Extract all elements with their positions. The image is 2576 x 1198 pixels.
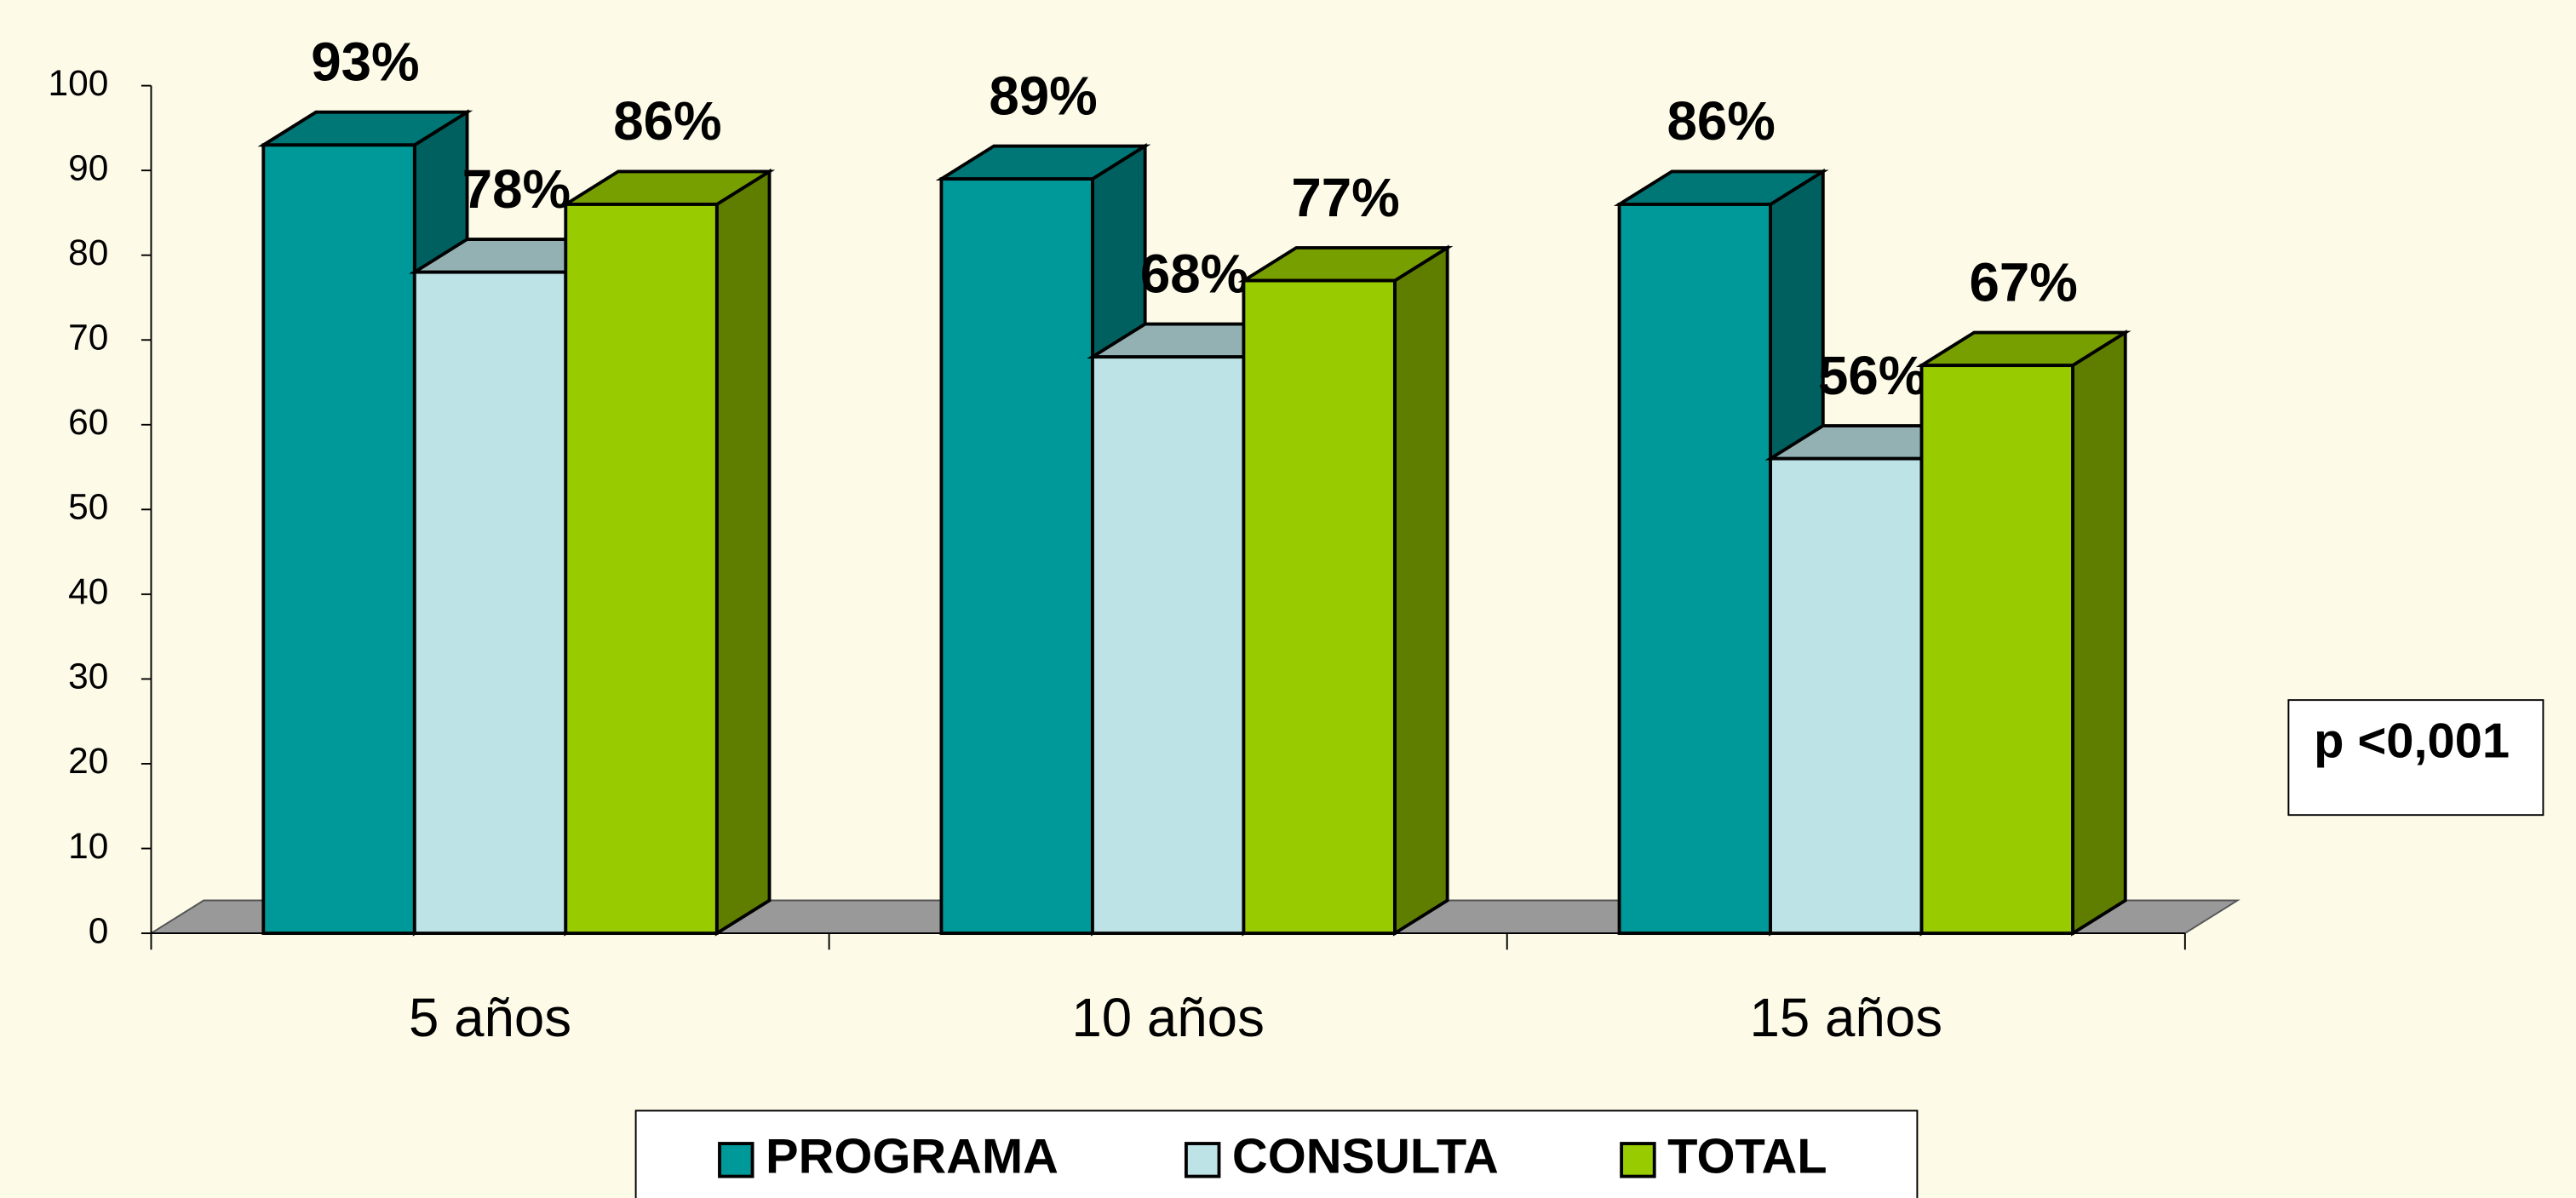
x-tick-label: 10 años <box>1071 988 1265 1048</box>
value-label: 89% <box>989 66 1097 126</box>
value-label: 67% <box>1969 252 2077 312</box>
value-label: 86% <box>1667 91 1775 152</box>
y-tick-label: 100 <box>49 63 109 103</box>
legend-label: TOTAL <box>1667 1130 1827 1184</box>
bar <box>261 143 416 936</box>
legend-swatch <box>1620 1142 1656 1178</box>
y-tick-label: 20 <box>68 741 108 781</box>
y-tick-label: 90 <box>68 147 108 187</box>
annotation-box <box>2287 699 2544 817</box>
y-tick-label: 70 <box>68 317 108 357</box>
x-tick-label: 5 años <box>409 988 571 1048</box>
value-label: 78% <box>462 159 571 220</box>
annotation: p <0,001 <box>2314 714 2510 769</box>
value-label: 77% <box>1291 168 1399 228</box>
y-tick-label: 30 <box>68 656 108 696</box>
y-tick-label: 80 <box>68 232 108 272</box>
value-label: 56% <box>1818 346 1926 406</box>
legend-label: CONSULTA <box>1232 1130 1499 1184</box>
value-label: 93% <box>311 32 419 93</box>
y-tick-label: 50 <box>68 487 108 527</box>
bar <box>1617 203 1772 936</box>
bar <box>412 270 568 936</box>
bar <box>1090 355 1246 936</box>
bar-side <box>714 168 772 937</box>
x-tick-label: 15 años <box>1750 988 1943 1048</box>
legend-label: PROGRAMA <box>766 1130 1059 1184</box>
bar <box>939 177 1094 936</box>
bar-side <box>1392 244 1449 937</box>
value-label: 68% <box>1140 244 1248 304</box>
bar <box>1242 278 1397 936</box>
bar-side <box>2071 330 2127 937</box>
y-tick-label: 0 <box>89 910 109 950</box>
legend-box <box>634 1109 1919 1198</box>
bar <box>564 203 719 936</box>
value-label: 86% <box>613 91 721 152</box>
y-tick-label: 60 <box>68 402 108 442</box>
y-tick-label: 40 <box>68 571 108 611</box>
bar <box>1769 456 1924 936</box>
legend-swatch <box>1184 1142 1221 1178</box>
bar <box>1919 364 2074 936</box>
y-tick-label: 10 <box>68 826 108 866</box>
legend-swatch <box>718 1142 754 1178</box>
